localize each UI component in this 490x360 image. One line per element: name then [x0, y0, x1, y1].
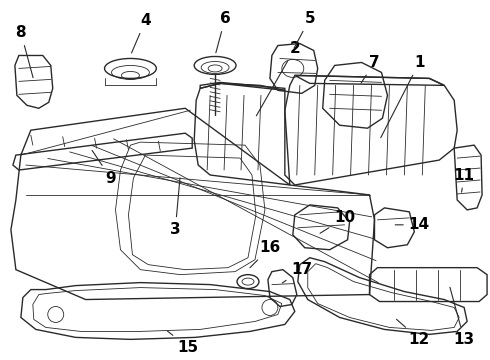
Text: 2: 2 — [256, 41, 300, 116]
Text: 1: 1 — [381, 55, 424, 138]
Text: 3: 3 — [170, 178, 181, 237]
Text: 12: 12 — [396, 319, 430, 347]
Text: 11: 11 — [454, 167, 475, 192]
Text: 6: 6 — [216, 11, 230, 53]
Text: 13: 13 — [450, 287, 475, 347]
Text: 9: 9 — [92, 150, 116, 185]
Text: 5: 5 — [294, 11, 315, 48]
Text: 7: 7 — [361, 55, 380, 83]
Text: 15: 15 — [168, 331, 199, 355]
Text: 16: 16 — [250, 240, 281, 268]
Text: 10: 10 — [320, 210, 355, 233]
Text: 8: 8 — [16, 25, 33, 78]
Text: 4: 4 — [131, 13, 151, 53]
Text: 14: 14 — [395, 217, 430, 232]
Text: 17: 17 — [282, 262, 312, 283]
